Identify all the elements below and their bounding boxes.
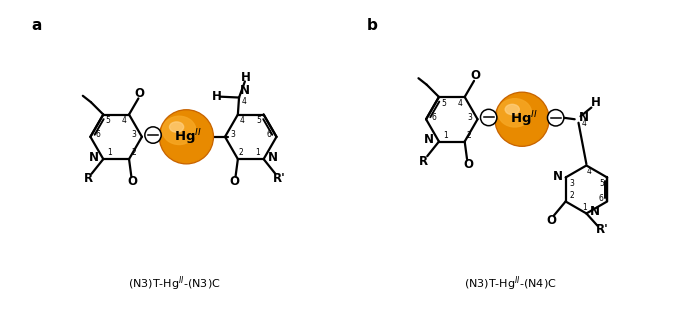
Text: 1: 1 bbox=[443, 131, 448, 140]
Text: R: R bbox=[84, 172, 92, 185]
Text: O: O bbox=[134, 86, 145, 100]
Ellipse shape bbox=[162, 116, 196, 144]
Text: Hg$^{II}$: Hg$^{II}$ bbox=[175, 127, 202, 147]
Text: O: O bbox=[547, 214, 557, 227]
Text: Hg$^{II}$: Hg$^{II}$ bbox=[510, 109, 538, 129]
Text: a: a bbox=[32, 18, 42, 33]
Text: 6: 6 bbox=[432, 113, 436, 122]
Text: H: H bbox=[240, 72, 251, 85]
Text: N: N bbox=[88, 150, 99, 163]
Text: 5: 5 bbox=[105, 116, 110, 125]
Text: 3: 3 bbox=[467, 113, 472, 122]
Ellipse shape bbox=[498, 99, 532, 127]
Text: N: N bbox=[590, 205, 600, 218]
Text: R': R' bbox=[273, 172, 285, 185]
Ellipse shape bbox=[495, 92, 549, 146]
Text: O: O bbox=[463, 158, 473, 171]
Text: 1: 1 bbox=[582, 203, 587, 212]
Text: R: R bbox=[419, 155, 428, 168]
Text: 4: 4 bbox=[458, 99, 462, 108]
Text: (N3)T-Hg$^{II}$-(N4)C: (N3)T-Hg$^{II}$-(N4)C bbox=[464, 275, 557, 293]
Text: 3: 3 bbox=[230, 130, 235, 139]
Text: N: N bbox=[424, 133, 434, 146]
Text: b: b bbox=[367, 18, 378, 33]
Text: 1: 1 bbox=[255, 148, 260, 157]
Text: O: O bbox=[229, 176, 240, 189]
Text: (N3)T-Hg$^{II}$-(N3)C: (N3)T-Hg$^{II}$-(N3)C bbox=[128, 275, 221, 293]
Ellipse shape bbox=[505, 104, 519, 114]
Text: N: N bbox=[579, 111, 589, 124]
Ellipse shape bbox=[160, 111, 212, 162]
Text: 4: 4 bbox=[122, 116, 127, 125]
Text: O: O bbox=[127, 176, 137, 189]
Text: 5: 5 bbox=[441, 99, 446, 108]
Text: N: N bbox=[553, 169, 563, 183]
Text: 3: 3 bbox=[132, 130, 136, 139]
Text: 4: 4 bbox=[587, 167, 592, 176]
Text: O: O bbox=[470, 69, 480, 82]
Text: R': R' bbox=[595, 223, 608, 236]
Circle shape bbox=[145, 127, 161, 143]
Text: H: H bbox=[212, 90, 221, 103]
Text: 4: 4 bbox=[240, 116, 245, 125]
Circle shape bbox=[480, 109, 497, 126]
Text: 6: 6 bbox=[96, 130, 101, 139]
Text: 2: 2 bbox=[466, 131, 471, 140]
Text: 2: 2 bbox=[569, 191, 574, 200]
Ellipse shape bbox=[169, 122, 184, 132]
Text: H: H bbox=[591, 96, 601, 109]
Text: N: N bbox=[269, 150, 278, 163]
Text: N: N bbox=[240, 84, 249, 97]
Text: 3: 3 bbox=[569, 179, 574, 188]
Text: 6: 6 bbox=[266, 130, 271, 139]
Text: 2: 2 bbox=[238, 148, 243, 157]
Text: 4: 4 bbox=[242, 97, 247, 106]
Circle shape bbox=[547, 110, 564, 126]
Text: 2: 2 bbox=[131, 148, 136, 157]
Text: 5: 5 bbox=[257, 116, 262, 125]
Text: 5: 5 bbox=[599, 179, 603, 188]
Ellipse shape bbox=[496, 93, 548, 145]
Ellipse shape bbox=[160, 110, 214, 164]
Text: 4: 4 bbox=[582, 120, 586, 128]
Text: 6: 6 bbox=[599, 194, 603, 203]
Text: 1: 1 bbox=[108, 148, 112, 157]
